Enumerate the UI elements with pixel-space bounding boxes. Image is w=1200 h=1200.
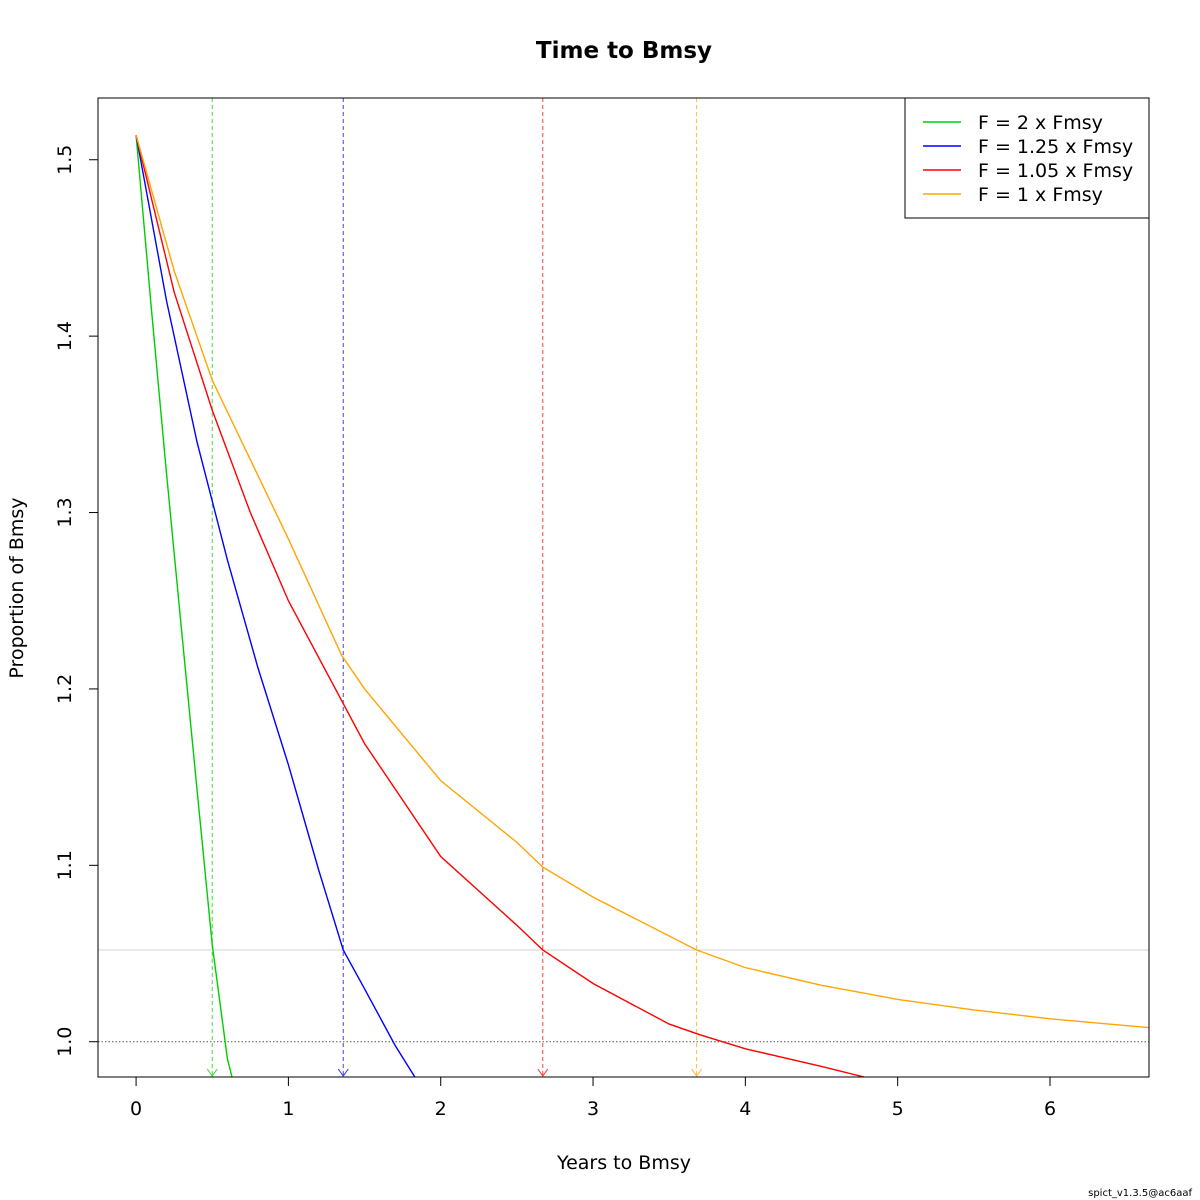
plot-frame [97, 97, 1150, 1078]
x-tick-label-2: 2 [435, 1098, 447, 1120]
legend-label-0: F = 2 x Fmsy [978, 112, 1103, 134]
series-line-1 [135, 134, 416, 1077]
x-tick-label-6: 6 [1044, 1098, 1056, 1120]
x-tick-label-0: 0 [130, 1098, 142, 1120]
x-tick-label-4: 4 [739, 1098, 751, 1120]
axes: 0 1 2 3 4 5 6 1.0 1.1 1.2 1.3 1.4 1.5 [54, 97, 1150, 1120]
series-line-0 [135, 134, 233, 1077]
y-axis-label: Proportion of Bmsy [6, 497, 28, 678]
series-line-2 [135, 134, 865, 1077]
chart-title: Time to Bmsy [536, 38, 712, 64]
legend-label-3: F = 1 x Fmsy [978, 184, 1103, 206]
time-marker-arrow-1 [337, 1068, 349, 1077]
time-marker-arrow-0 [206, 1068, 218, 1077]
time-marker-arrow-3 [691, 1068, 703, 1077]
y-tick-label-4: 1.4 [54, 321, 76, 351]
y-tick-label-5: 1.5 [54, 145, 76, 175]
y-tick-label-1: 1.1 [54, 850, 76, 880]
legend-label-2: F = 1.05 x Fmsy [978, 160, 1133, 182]
y-tick-label-3: 1.3 [54, 497, 76, 527]
plot-area [98, 98, 1149, 1077]
x-tick-label-5: 5 [892, 1098, 904, 1120]
x-axis-label: Years to Bmsy [556, 1152, 691, 1174]
legend-label-1: F = 1.25 x Fmsy [978, 136, 1133, 158]
legend-box [904, 97, 1150, 219]
version-footer: spict_v1.3.5@ac6aaf [1088, 1188, 1192, 1199]
time-marker-arrow-2 [537, 1068, 549, 1077]
series-line-3 [135, 134, 1149, 1029]
y-tick-label-0: 1.0 [54, 1027, 76, 1057]
x-tick-label-3: 3 [587, 1098, 599, 1120]
x-tick-label-1: 1 [282, 1098, 294, 1120]
y-tick-label-2: 1.2 [54, 674, 76, 704]
